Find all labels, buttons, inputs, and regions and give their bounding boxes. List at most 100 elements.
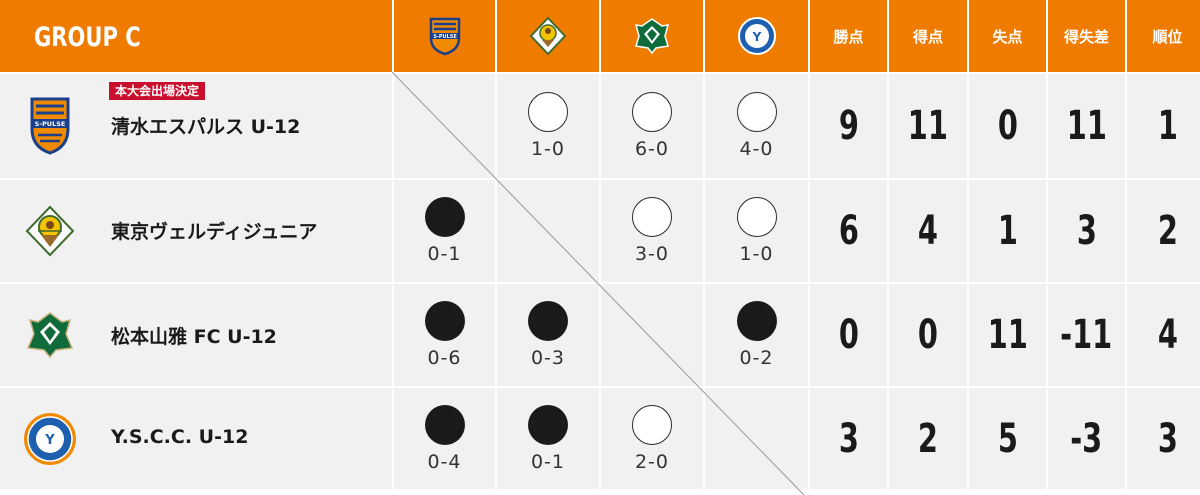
result-verdy-vs-shimizu: 0-1 <box>394 180 495 282</box>
stat-value: 0 <box>838 312 859 358</box>
match-score: 2-0 <box>634 450 670 473</box>
result-shimizu-vs-yscc: 4-0 <box>705 74 808 178</box>
match-score: 1-0 <box>530 138 566 160</box>
result-yamaga-vs-yamaga <box>601 284 703 386</box>
stat-rank-verdy: 2 <box>1127 180 1200 282</box>
stat-goals-against-shimizu: 0 <box>969 74 1046 178</box>
shimizu-s-pulse-crest-icon: S-PULSE <box>429 17 460 56</box>
stat-goals-against-yamaga: 11 <box>969 284 1046 386</box>
svg-text:Y: Y <box>44 433 55 448</box>
stat-value: 11 <box>987 312 1028 358</box>
stat-value: 0 <box>917 312 939 358</box>
team-cell-shimizu: S-PULSE 本大会出場決定 清水エスパルス U-12 <box>0 74 392 178</box>
team-name-verdy: 東京ヴェルディジュニア <box>111 221 318 243</box>
match-score: 0-2 <box>739 347 774 369</box>
stat-value: 4 <box>917 208 939 254</box>
stat-points-verdy: 6 <box>810 180 887 282</box>
team-name-yscc: Y.S.C.C. U-12 <box>111 426 249 448</box>
match-score: 0-1 <box>530 450 566 473</box>
team-logo-verdy <box>0 180 100 282</box>
loss-mark <box>736 301 777 341</box>
loss-mark <box>424 404 465 445</box>
shimizu-crest-text-large: S-PULSE <box>35 120 66 128</box>
stat-goal-difference-verdy: 3 <box>1048 180 1125 282</box>
result-shimizu-vs-verdy: 1-0 <box>497 74 599 178</box>
stat-value: 4 <box>1157 312 1178 358</box>
stat-goal-difference-yamaga: -11 <box>1048 284 1125 386</box>
stat-value: 5 <box>997 415 1018 462</box>
stat-rank-shimizu: 1 <box>1127 74 1200 178</box>
team-cell-verdy: 東京ヴェルディジュニア <box>0 180 392 282</box>
stat-value: 2 <box>1157 208 1178 254</box>
match-score: 1-0 <box>739 243 774 265</box>
stat-value: 3 <box>838 415 859 462</box>
stat-goals-for-verdy: 4 <box>889 180 967 282</box>
stat-points-shimizu: 9 <box>810 74 887 178</box>
win-mark <box>632 404 672 445</box>
header-crest-verdy <box>497 0 599 72</box>
header-goal-difference-label: 得失差 <box>1063 27 1109 46</box>
team-name-cell-verdy: 東京ヴェルディジュニア <box>102 180 392 282</box>
result-shimizu-vs-yamaga: 6-0 <box>601 74 703 178</box>
team-cell-yamaga: 松本山雅 FC U-12 <box>0 284 392 386</box>
match-score: 0-6 <box>427 347 462 369</box>
match-score: 0-3 <box>530 347 566 369</box>
match-score: 0-4 <box>427 450 462 473</box>
stat-goals-against-verdy: 1 <box>969 180 1046 282</box>
win-mark <box>736 197 777 237</box>
shimizu-s-pulse-crest-icon: S-PULSE <box>30 97 70 155</box>
result-yamaga-vs-shimizu: 0-6 <box>394 284 495 386</box>
tokyo-verdy-crest-icon <box>25 205 75 257</box>
header-crest-yamaga <box>601 0 703 72</box>
result-yscc-vs-yscc <box>705 388 808 489</box>
result-verdy-vs-verdy <box>497 180 599 282</box>
stat-rank-yscc: 3 <box>1127 388 1200 489</box>
stat-value: -11 <box>1060 312 1113 358</box>
team-name-cell-yamaga: 松本山雅 FC U-12 <box>102 284 392 386</box>
header-crest-shimizu: S-PULSE <box>394 0 495 72</box>
result-yamaga-vs-verdy: 0-3 <box>497 284 599 386</box>
win-mark <box>528 92 568 132</box>
stat-value: 9 <box>838 103 859 149</box>
result-yscc-vs-shimizu: 0-4 <box>394 388 495 489</box>
stat-value: 6 <box>838 208 859 254</box>
stat-goals-for-shimizu: 11 <box>889 74 967 178</box>
team-logo-shimizu: S-PULSE <box>0 74 100 178</box>
team-name-yamaga: 松本山雅 FC U-12 <box>111 326 277 348</box>
header-rank: 順位 <box>1127 0 1200 72</box>
tokyo-verdy-crest-icon <box>529 16 567 56</box>
team-name-cell-shimizu: 本大会出場決定 清水エスパルス U-12 <box>102 74 392 178</box>
group-title: GROUP C <box>34 22 141 53</box>
header-goal-difference: 得失差 <box>1048 0 1125 72</box>
stat-value: 3 <box>1157 415 1178 462</box>
result-verdy-vs-yamaga: 3-0 <box>601 180 703 282</box>
stat-value: 1 <box>997 208 1018 254</box>
header-crest-yscc: Y <box>705 0 808 72</box>
team-logo-yscc: Y <box>0 388 100 489</box>
header-goals-for-label: 得点 <box>912 27 943 46</box>
stat-value: -3 <box>1070 415 1103 462</box>
matsumoto-yamaga-crest-icon <box>634 18 670 55</box>
qualified-badge: 本大会出場決定 <box>109 82 206 100</box>
stat-value: 3 <box>1076 208 1097 254</box>
yscc-crest-icon: Y <box>737 17 776 55</box>
stat-value: 1 <box>1157 103 1178 149</box>
header-goals-against-label: 失点 <box>992 27 1023 46</box>
team-logo-yamaga <box>0 284 100 386</box>
stat-rank-yamaga: 4 <box>1127 284 1200 386</box>
stat-goals-for-yscc: 2 <box>889 388 967 489</box>
stat-value: 2 <box>917 415 939 462</box>
stat-goals-for-yamaga: 0 <box>889 284 967 386</box>
loss-mark <box>528 404 568 445</box>
stat-points-yamaga: 0 <box>810 284 887 386</box>
header-goals-for: 得点 <box>889 0 967 72</box>
header-points: 勝点 <box>810 0 887 72</box>
stat-goal-difference-yscc: -3 <box>1048 388 1125 489</box>
result-verdy-vs-yscc: 1-0 <box>705 180 808 282</box>
result-yamaga-vs-yscc: 0-2 <box>705 284 808 386</box>
match-score: 4-0 <box>739 138 774 160</box>
loss-mark <box>528 301 568 341</box>
result-yscc-vs-yamaga: 2-0 <box>601 388 703 489</box>
stat-value: 0 <box>997 103 1018 149</box>
result-yscc-vs-verdy: 0-1 <box>497 388 599 489</box>
